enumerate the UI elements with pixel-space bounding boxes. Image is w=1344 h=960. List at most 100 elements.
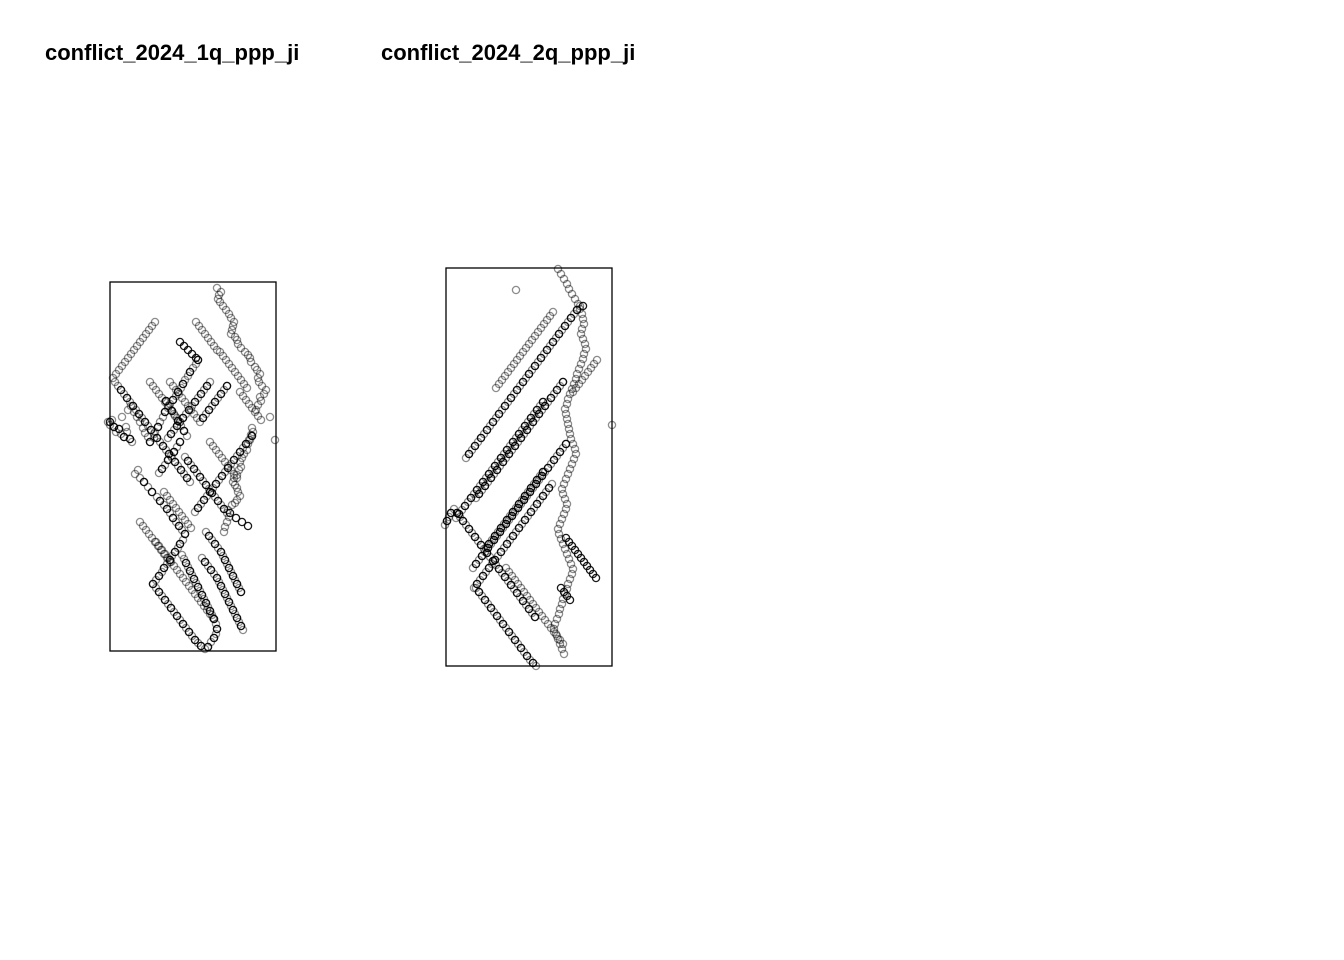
data-point	[204, 405, 214, 415]
data-point	[571, 383, 581, 393]
data-point	[472, 579, 482, 589]
data-point	[589, 359, 599, 369]
data-point	[178, 413, 188, 423]
data-point	[196, 389, 206, 399]
data-point	[496, 523, 506, 533]
data-point	[559, 649, 569, 659]
data-point	[534, 409, 544, 419]
data-point	[255, 392, 265, 402]
data-point	[216, 547, 226, 557]
data-point	[540, 615, 550, 625]
data-point	[554, 329, 564, 339]
data-point	[552, 631, 562, 641]
data-point	[566, 313, 576, 323]
data-point	[572, 305, 582, 315]
data-point	[226, 601, 236, 611]
data-point	[542, 345, 552, 355]
data-point	[553, 634, 563, 644]
data-point	[520, 491, 530, 501]
data-point	[530, 331, 540, 341]
data-point	[526, 413, 536, 423]
data-point	[148, 381, 158, 391]
data-point	[191, 353, 201, 363]
data-point	[158, 441, 168, 451]
data-point	[183, 456, 193, 466]
data-point	[253, 411, 263, 421]
data-point	[175, 437, 185, 447]
data-point	[126, 349, 136, 359]
data-point	[212, 573, 222, 583]
data-point	[232, 613, 242, 623]
data-point	[557, 599, 567, 609]
data-point	[114, 365, 124, 375]
data-point	[226, 329, 236, 339]
data-point	[561, 474, 571, 484]
data-point	[141, 525, 151, 535]
data-point	[508, 531, 518, 541]
data-point	[514, 499, 524, 509]
data-point	[178, 379, 188, 389]
data-point	[477, 551, 487, 561]
chart-panel-1: conflict_2024_1q_ppp_ji	[0, 0, 336, 960]
data-point	[490, 461, 500, 471]
data-point	[568, 387, 578, 397]
data-point	[213, 294, 223, 304]
data-point	[514, 429, 524, 439]
data-point	[464, 449, 474, 459]
data-point	[200, 557, 210, 567]
data-point	[161, 396, 171, 406]
data-point	[241, 395, 251, 405]
data-point	[236, 587, 246, 597]
data-point	[185, 566, 195, 576]
data-point	[193, 503, 203, 513]
data-point	[591, 573, 601, 583]
data-point	[581, 344, 591, 354]
data-point	[253, 373, 263, 383]
data-point	[165, 495, 175, 505]
data-point	[538, 397, 548, 407]
data-point	[565, 429, 575, 439]
data-point	[555, 635, 565, 645]
data-point	[153, 422, 163, 432]
data-point	[165, 377, 175, 387]
data-point	[180, 529, 190, 539]
data-point	[222, 559, 232, 569]
data-point	[129, 407, 139, 417]
data-point	[247, 431, 257, 441]
data-point	[186, 523, 196, 533]
data-point	[162, 504, 172, 514]
data-point	[114, 424, 124, 434]
data-point	[228, 571, 238, 581]
data-point	[454, 509, 464, 519]
data-point	[556, 269, 566, 279]
data-point	[573, 299, 583, 309]
data-point	[556, 534, 566, 544]
data-point	[533, 327, 543, 337]
data-point	[576, 359, 586, 369]
data-point	[563, 419, 573, 429]
data-point	[476, 540, 486, 550]
data-point	[156, 545, 166, 555]
data-point	[223, 463, 233, 473]
data-point	[244, 399, 254, 409]
data-point	[559, 479, 569, 489]
data-point	[209, 633, 219, 643]
data-point	[171, 385, 181, 395]
data-point	[218, 551, 228, 561]
data-point	[226, 313, 236, 323]
data-point	[236, 375, 246, 385]
data-point	[236, 462, 246, 472]
data-point	[176, 465, 186, 475]
data-point	[184, 627, 194, 637]
data-point	[210, 539, 220, 549]
data-point	[552, 614, 562, 624]
data-point	[554, 529, 564, 539]
data-point	[557, 644, 567, 654]
data-point	[207, 610, 217, 620]
data-point	[209, 614, 219, 624]
data-point	[236, 343, 246, 353]
data-point	[520, 421, 530, 431]
data-point	[157, 545, 167, 555]
data-point	[568, 564, 578, 574]
data-point	[592, 355, 602, 365]
